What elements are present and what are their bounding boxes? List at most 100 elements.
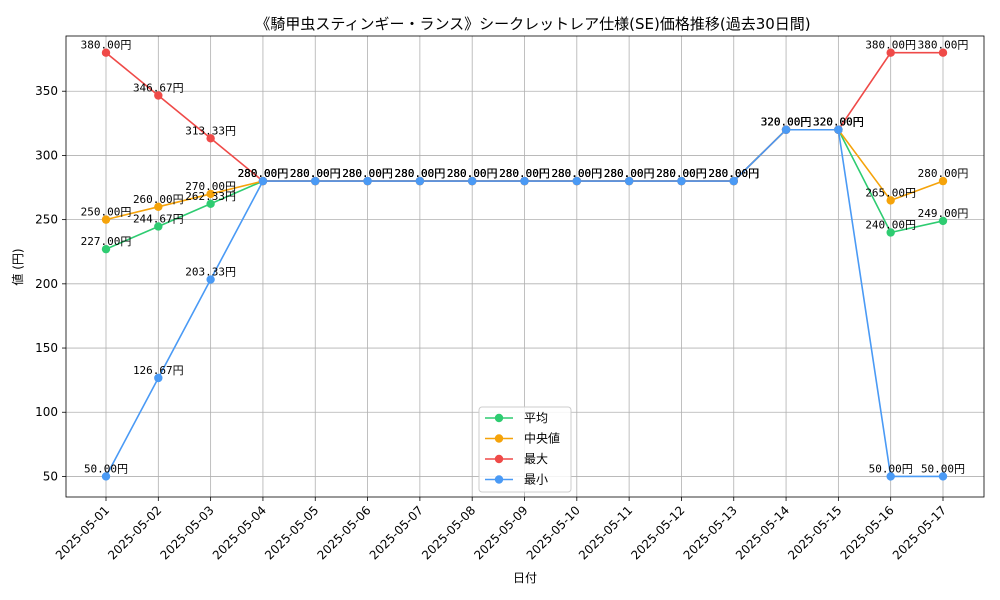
- data-point: [938, 48, 948, 57]
- data-label: 320.00円: [813, 116, 864, 129]
- data-point: [154, 202, 163, 211]
- data-point: [467, 176, 477, 186]
- data-point: [258, 176, 268, 186]
- data-label: 346.67円: [133, 81, 184, 94]
- data-label: 380.00円: [865, 39, 916, 52]
- data-label: 380.00円: [918, 39, 969, 52]
- x-tick-label: 2025-05-11: [576, 503, 635, 562]
- x-tick-label: 2025-05-14: [733, 503, 792, 562]
- data-label: 240.00円: [865, 218, 916, 231]
- data-point: [206, 134, 215, 143]
- x-axis-label: 日付: [513, 571, 537, 585]
- y-tick-label: 50: [43, 469, 58, 483]
- data-point: [938, 472, 948, 481]
- y-axis-label: 値 (円): [10, 248, 25, 285]
- data-point: [781, 125, 791, 134]
- y-tick-label: 250: [35, 213, 58, 227]
- legend-box: [478, 406, 572, 493]
- data-label: 280.00円: [290, 167, 341, 180]
- x-tick-label: 2025-05-09: [471, 503, 530, 562]
- data-point: [520, 176, 529, 186]
- data-label: 280.00円: [551, 167, 602, 180]
- data-point: [363, 176, 372, 186]
- data-point: [206, 189, 215, 199]
- data-label: 262.33円: [185, 190, 236, 203]
- data-label: 280.00円: [656, 167, 707, 180]
- x-tick-label: 2025-05-13: [681, 503, 740, 562]
- data-label: 280.00円: [342, 167, 393, 180]
- x-tick-label: 2025-05-16: [838, 503, 897, 562]
- data-label: 249.00円: [918, 207, 969, 220]
- data-label: 280.00円: [447, 167, 498, 180]
- data-point: [886, 196, 895, 205]
- data-label: 227.00円: [81, 235, 132, 248]
- data-point: [101, 48, 111, 57]
- data-point: [886, 228, 895, 237]
- x-tick-label: 2025-05-10: [524, 503, 583, 562]
- data-label: 280.00円: [656, 167, 707, 180]
- data-label: 280.00円: [238, 167, 289, 180]
- data-label: 280.00円: [604, 167, 655, 180]
- legend-label: 平均: [524, 411, 548, 425]
- x-tick-label: 2025-05-17: [890, 503, 949, 562]
- data-label: 280.00円: [395, 167, 446, 180]
- data-label: 280.00円: [656, 167, 707, 180]
- x-tick-label: 2025-05-05: [262, 503, 321, 562]
- data-point: [101, 472, 111, 481]
- data-label: 280.00円: [342, 167, 393, 180]
- y-tick-label: 350: [35, 84, 58, 98]
- data-label: 280.00円: [447, 167, 498, 180]
- data-label: 320.00円: [813, 116, 864, 129]
- data-point: [154, 373, 163, 383]
- data-point: [677, 176, 686, 186]
- x-tick-label: 2025-05-08: [419, 503, 478, 562]
- data-label: 280.00円: [604, 167, 655, 180]
- legend-label: 中央値: [524, 431, 560, 446]
- data-label: 280.00円: [290, 167, 341, 180]
- x-tick-label: 2025-05-15: [785, 503, 844, 562]
- data-point: [154, 222, 163, 231]
- data-label: 280.00円: [342, 167, 393, 180]
- data-label: 280.00円: [290, 167, 341, 180]
- data-point: [834, 125, 843, 134]
- data-point: [311, 176, 320, 186]
- x-tick-label: 2025-05-07: [367, 503, 426, 562]
- y-tick-label: 300: [35, 148, 58, 162]
- legend-label: 最大: [524, 452, 548, 466]
- data-point: [101, 215, 111, 224]
- data-label: 280.00円: [238, 167, 289, 180]
- data-point: [729, 176, 738, 186]
- x-tick-label: 2025-05-02: [105, 503, 164, 562]
- data-label: 280.00円: [551, 167, 602, 180]
- data-label: 280.00円: [499, 167, 550, 180]
- data-point: [624, 176, 634, 186]
- data-label: 280.00円: [708, 167, 759, 180]
- data-point: [572, 176, 582, 186]
- data-label: 280.00円: [499, 167, 550, 180]
- x-tick-label: 2025-05-06: [314, 503, 373, 562]
- data-label: 280.00円: [604, 167, 655, 180]
- data-label: 265.00円: [865, 186, 916, 199]
- data-label: 280.00円: [290, 167, 341, 180]
- legend-marker: [494, 475, 504, 484]
- data-label: 244.67円: [133, 212, 184, 225]
- data-label: 320.00円: [761, 116, 812, 129]
- data-label: 380.00円: [81, 39, 132, 52]
- legend-marker: [494, 413, 504, 423]
- data-point: [154, 91, 163, 100]
- data-label: 280.00円: [918, 167, 969, 180]
- data-label: 280.00円: [395, 167, 446, 180]
- data-label: 320.00円: [813, 116, 864, 129]
- data-label: 280.00円: [238, 167, 289, 180]
- data-label: 313.33円: [185, 124, 236, 137]
- x-tick-label: 2025-05-12: [628, 503, 687, 562]
- data-label: 280.00円: [238, 167, 289, 180]
- data-label: 270.00円: [185, 180, 236, 193]
- data-point: [101, 244, 111, 254]
- data-label: 280.00円: [551, 167, 602, 180]
- legend-label: 最小: [524, 473, 548, 487]
- chart-title: 《騎甲虫スティンギー・ランス》シークレットレア仕様(SE)価格推移(過去30日間…: [255, 15, 810, 33]
